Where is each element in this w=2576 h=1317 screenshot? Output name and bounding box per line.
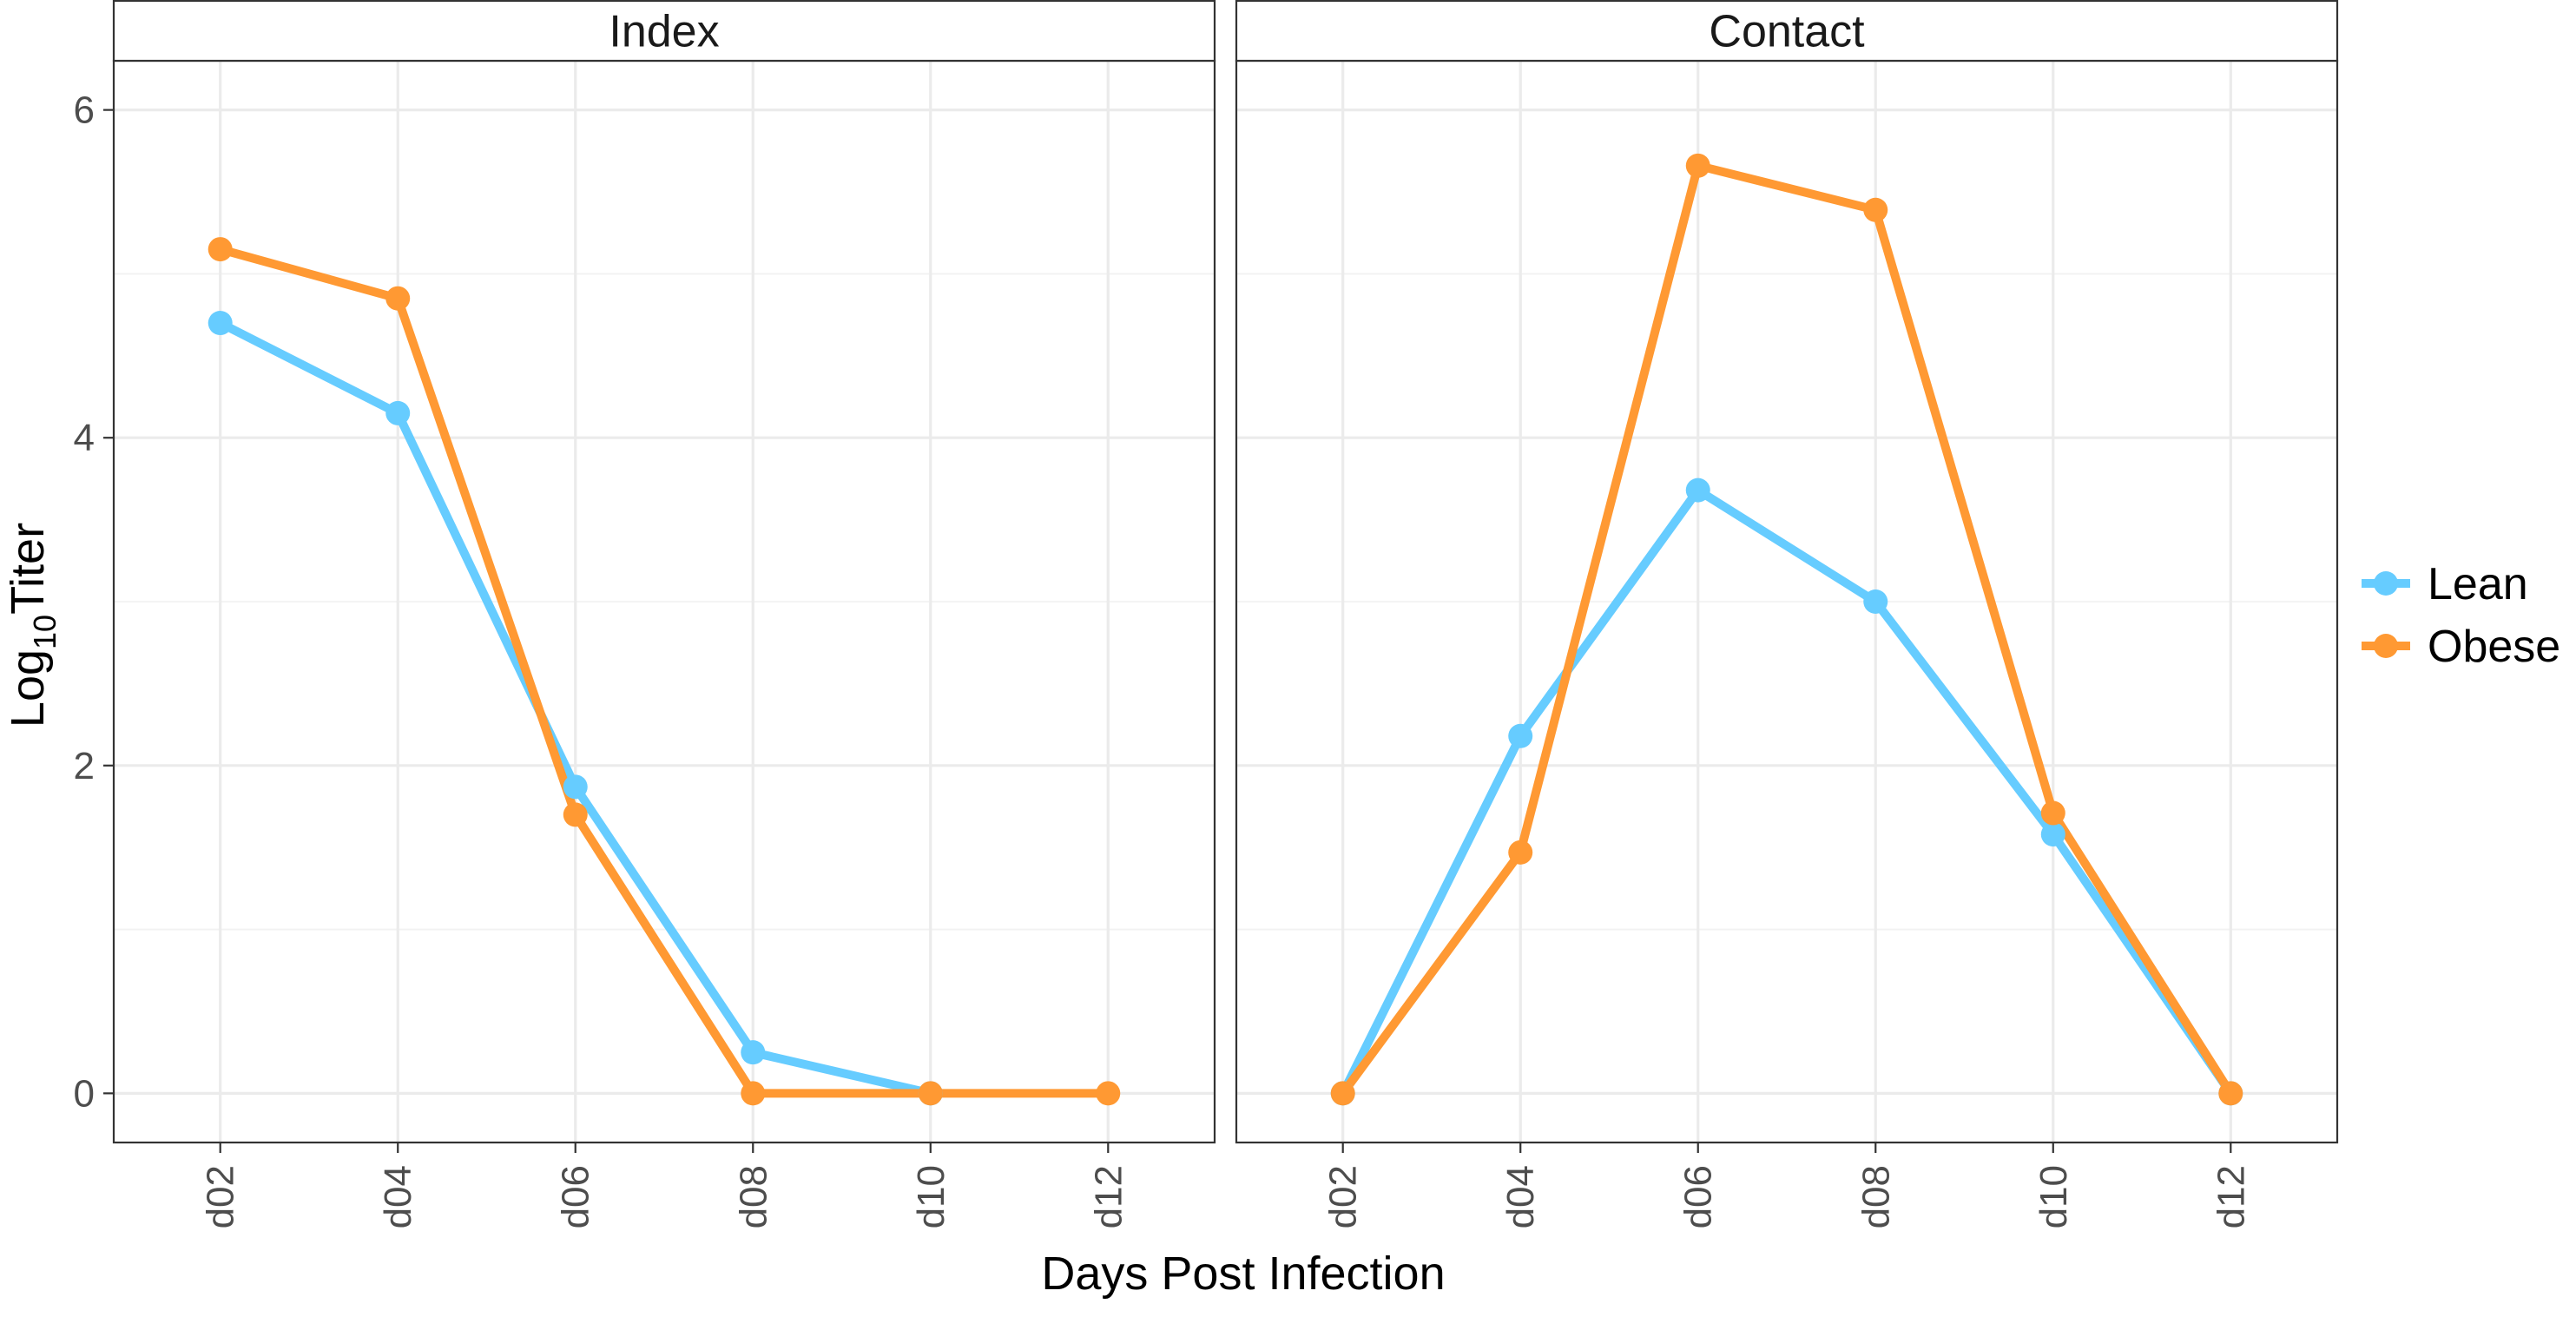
x-tick-label: d10 <box>2032 1165 2075 1228</box>
legend-label: Obese <box>2428 622 2560 672</box>
legend-label: Lean <box>2428 559 2528 609</box>
data-point-obese <box>385 286 411 311</box>
facet-panels: Index d02 d04 d06 d08 d10 d12 0 2 4 6 Contact d02 d04… <box>74 0 2339 1228</box>
data-point-lean <box>1685 477 1710 503</box>
y-tick-label: 0 <box>74 1072 95 1115</box>
legend-entry-obese: Obese <box>2362 622 2560 672</box>
x-tick-label: d04 <box>377 1165 419 1228</box>
x-tick-label: d02 <box>200 1165 242 1228</box>
data-point-obese <box>918 1081 943 1106</box>
data-point-obese <box>1330 1081 1355 1106</box>
data-point-obese <box>563 802 588 827</box>
x-tick-label: d12 <box>1087 1165 1130 1228</box>
series-line-obese <box>219 245 1109 1098</box>
facet-strip-label: Index <box>609 7 719 57</box>
data-point-lean <box>385 400 411 425</box>
data-point-obese <box>208 237 233 262</box>
data-point-obese <box>1685 153 1710 178</box>
y-axis-title: Log10Titer <box>2 523 63 728</box>
panel-contact: Contact d02 d04 d06 d08 d10 d12 <box>1235 0 2339 1228</box>
data-point-obese <box>1096 1081 1121 1106</box>
y-tick-label: 6 <box>74 89 95 132</box>
data-point-obese <box>1508 840 1533 865</box>
y-axis-title-subscript: 10 <box>27 615 63 649</box>
x-axis-title: Days Post Infection <box>1041 1248 1445 1300</box>
x-tick-label: d08 <box>1855 1165 1897 1228</box>
data-point-lean <box>741 1040 766 1065</box>
panel-index: Index d02 d04 d06 d08 d10 d12 0 2 4 6 <box>74 0 1216 1228</box>
data-point-lean <box>1508 723 1533 748</box>
x-tick-label: d06 <box>555 1165 597 1228</box>
data-point-obese <box>2218 1081 2243 1106</box>
facet-strip <box>112 0 1216 63</box>
x-tick-label: d08 <box>732 1165 774 1228</box>
data-point-lean <box>563 774 588 800</box>
y-tick-label: 2 <box>74 745 95 787</box>
y-tick-label: 4 <box>74 417 95 459</box>
legend-key-point <box>2374 634 2398 658</box>
x-tick-label: d02 <box>1322 1165 1365 1228</box>
series-line-lean <box>1339 485 2235 1096</box>
data-point-obese <box>741 1081 766 1106</box>
facet-strip <box>1235 0 2339 63</box>
data-point-lean <box>1863 589 1888 614</box>
data-point-lean <box>208 311 233 336</box>
legend-key-point <box>2374 571 2398 596</box>
data-point-obese <box>2040 800 2065 826</box>
data-point-lean <box>2040 822 2065 847</box>
series-line-obese <box>1339 161 2235 1096</box>
y-axis-title-rest: Titer <box>2 523 54 615</box>
x-tick-label: d06 <box>1677 1165 1720 1228</box>
facet-strip-label: Contact <box>1709 7 1865 57</box>
x-tick-label: d12 <box>2210 1165 2252 1228</box>
x-tick-label: d04 <box>1499 1165 1542 1228</box>
data-point-obese <box>1863 197 1888 222</box>
legend-entry-lean: Lean <box>2362 559 2528 609</box>
y-axis-title-base: Log <box>2 649 54 728</box>
legend: Lean Obese <box>2362 559 2560 672</box>
x-tick-label: d10 <box>910 1165 952 1228</box>
